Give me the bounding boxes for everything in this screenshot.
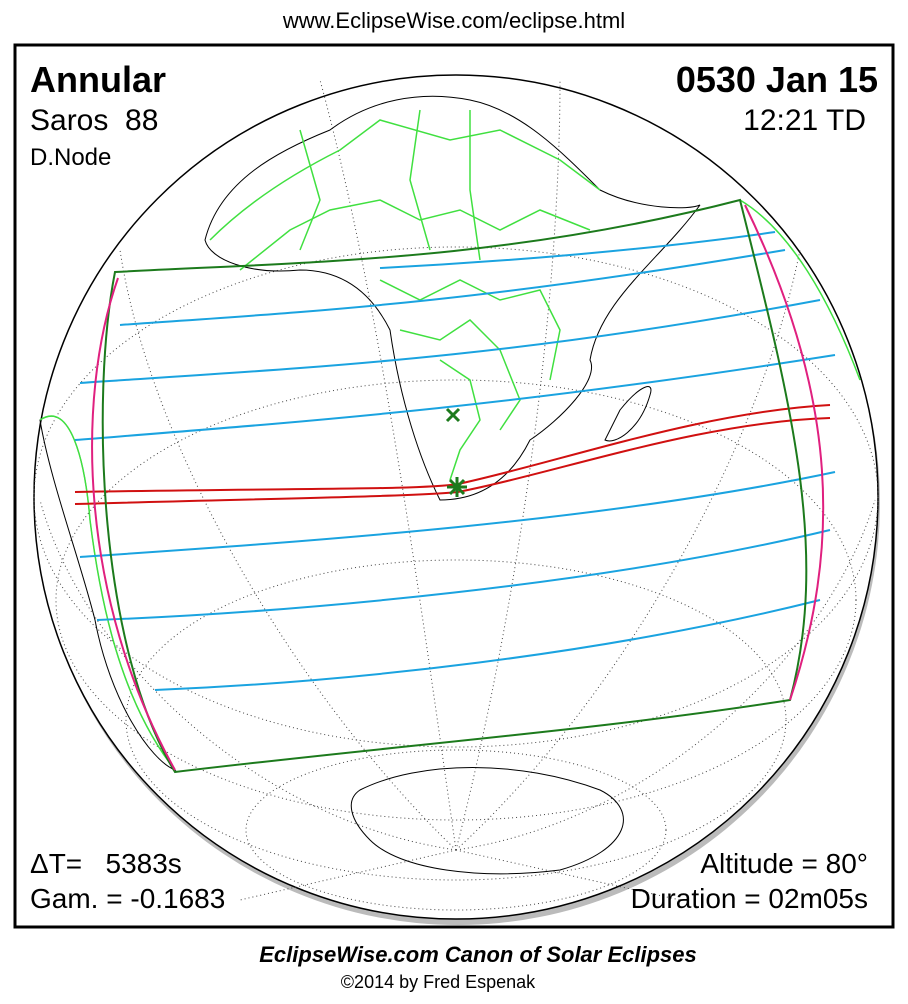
- duration: Duration = 02m05s: [631, 883, 868, 914]
- time: 12:21 TD: [743, 104, 866, 137]
- country-borders: [39, 109, 861, 771]
- url: www.EclipseWise.com/eclipse.html: [282, 8, 625, 33]
- greatest-eclipse-marker: [445, 407, 461, 423]
- saros: Saros 88: [30, 104, 158, 137]
- sub-solar-marker: [447, 477, 467, 497]
- path-line: [96, 529, 831, 621]
- gamma: Gam. = -0.1683: [30, 883, 225, 914]
- credit: ©2014 by Fred Espenak: [341, 972, 536, 992]
- path-line: [119, 249, 786, 326]
- path-line: [379, 231, 776, 269]
- globe: [33, 74, 880, 925]
- path-line: [79, 299, 821, 384]
- date: 0530 Jan 15: [676, 59, 878, 100]
- graticule: [33, 79, 879, 911]
- rise-set-limit: [91, 277, 176, 771]
- altitude: Altitude = 80°: [700, 848, 868, 879]
- footer-title: EclipseWise.com Canon of Solar Eclipses: [259, 942, 697, 967]
- eclipse-type: Annular: [30, 59, 166, 100]
- rise-set-limit: [744, 204, 825, 701]
- delta-t: ΔT= 5383s: [30, 848, 182, 879]
- path-line: [154, 599, 821, 691]
- node: D.Node: [30, 144, 111, 171]
- path-line: [74, 354, 836, 441]
- path-line: [79, 471, 836, 558]
